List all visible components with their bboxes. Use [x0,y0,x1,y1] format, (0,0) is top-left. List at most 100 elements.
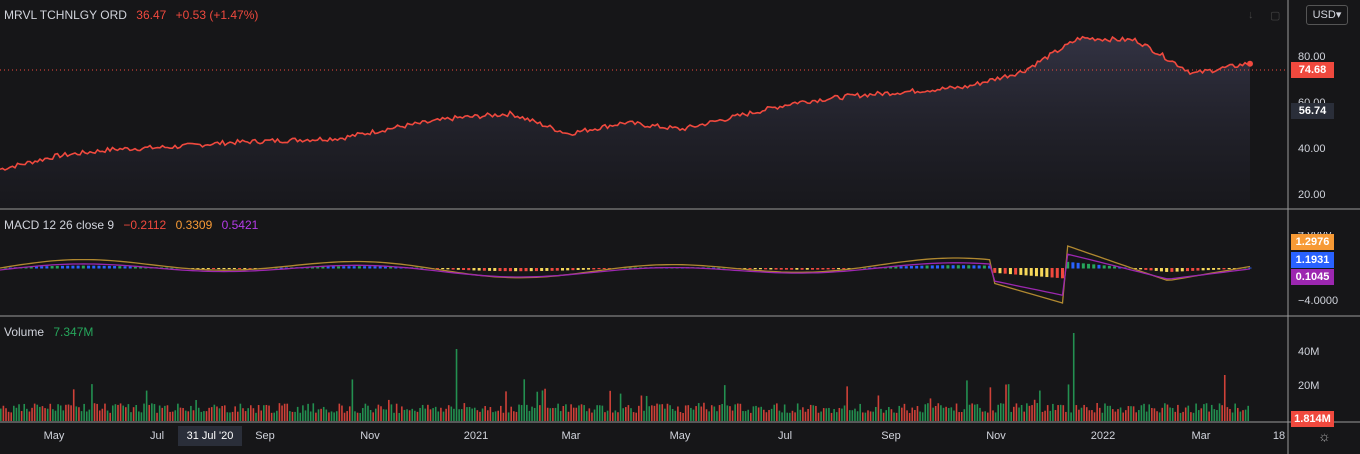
time-axis-label: Nov [360,430,380,442]
macd-hist-bar [139,266,143,269]
macd-hist-bar [847,268,851,269]
volume-bar [588,408,591,421]
macd-hist-bar [357,266,361,269]
volume-bar [109,412,111,421]
time-axis-label: Jul [149,430,165,442]
volume-bar [1229,408,1231,421]
macd-hist-bar [790,268,794,270]
volume-bar [1098,407,1101,421]
volume-bar [973,404,976,421]
volume-bar [49,403,52,421]
volume-bar [388,399,390,421]
volume-bar [546,407,549,421]
time-axis-label: Sep [881,430,901,442]
volume-bar [908,412,911,421]
macd-hist-bar [936,265,939,269]
volume-bar [841,408,843,421]
volume-bar [914,409,916,421]
macd-hist-bar [795,268,799,270]
volume-bar [994,412,997,421]
volume-bar [1010,411,1013,421]
volume-bar [419,407,421,421]
volume-bar [174,410,177,421]
series-line-macd[interactable] [0,245,1251,304]
volume-bar [421,404,424,421]
macd-hist-bar [508,268,512,272]
volume-bar [190,405,192,421]
volume-bar [601,405,604,421]
macd-hist-bar [503,268,507,272]
time-axis-label: Mar [1191,430,1211,442]
volume-bar [1187,405,1190,421]
volume-bar [192,410,195,421]
volume-bar [98,410,101,421]
volume-bar [992,410,994,421]
volume-bar [1088,410,1091,421]
macd-tag-blue: 1.1931 [1291,252,1334,268]
arrow-down-icon[interactable]: ↓ [1248,9,1254,21]
volume-bar [614,410,617,421]
volume-bar [757,407,760,421]
macd-hist-bar [576,268,580,271]
volume-bar [510,406,513,421]
volume-bar [580,404,583,421]
volume-bar [36,404,39,421]
volume-bar [445,408,447,421]
macd-hist-bar [894,266,898,269]
macd-hist-bar [1071,262,1075,269]
volume-bar [369,409,372,421]
volume-bar [700,406,703,421]
series-line-signal[interactable] [0,253,1251,296]
volume-bar [242,408,244,421]
macd-hist-bar [628,267,632,269]
macd-hist-bar [128,266,132,269]
volume-bar [1111,409,1114,421]
square-icon[interactable]: ▢ [1270,10,1281,22]
volume-bar [531,406,533,421]
price-axis-label: 60.00 [1298,97,1326,103]
macd-hist-bar [3,267,7,269]
macd-hist-bar [623,267,627,269]
volume-bar [1054,410,1057,421]
volume-bar [820,411,822,421]
macd-hist-bar [764,268,768,270]
volume-bar [953,410,955,421]
macd-hist-bar [102,265,106,269]
volume-bar [565,404,567,421]
volume-bar [1234,403,1236,421]
volume-bar [250,405,252,421]
price-axis-label: 40.00 [1298,143,1326,155]
volume-bar [1072,333,1075,421]
time-axis-label: May [669,430,691,442]
series-line-price[interactable] [0,35,1251,171]
volume-bar [997,404,999,421]
volume-bar [309,411,312,421]
volume-bar [31,407,33,421]
volume-bar [1085,407,1088,421]
volume-bar [692,409,695,421]
currency-selector[interactable]: USD▾ [1306,5,1348,25]
volume-bar [575,407,578,421]
volume-bar [533,407,536,421]
volume-bar [1177,404,1179,421]
volume-bar [218,408,221,421]
macd-hist-bar [1066,261,1070,269]
macd-hist-bar [758,268,762,270]
time-crosshair-label: 31 Jul '20 [178,426,242,446]
volume-axis-label: 40M [1298,346,1320,358]
volume-bar [41,406,44,421]
volume-bar [302,405,304,421]
gear-icon[interactable]: ☼ [1318,428,1331,444]
macd-hist-bar [1201,268,1205,271]
volume-bar [812,405,815,421]
volume-bar [382,409,385,421]
volume-bar [656,403,658,421]
volume-bar [440,407,442,421]
volume-bar [877,395,880,421]
volume-bar [75,406,78,421]
macd-hist-bar [555,268,559,271]
volume-bar [229,412,231,421]
volume-bar [1127,406,1130,421]
volume-bar [984,411,986,421]
